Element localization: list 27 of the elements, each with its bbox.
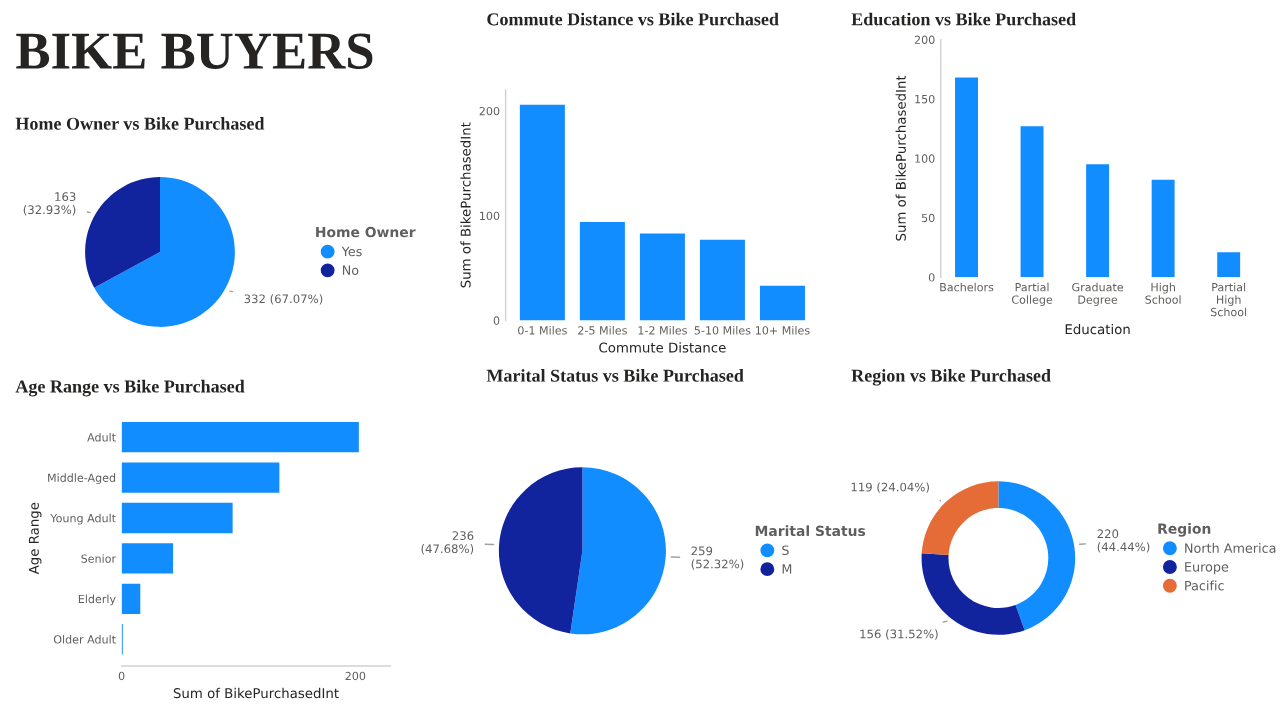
bar <box>121 462 280 493</box>
bar <box>121 543 174 574</box>
chart-title: Marital Status vs Bike Purchased <box>486 369 744 382</box>
pie-slice <box>570 467 666 635</box>
bar <box>121 583 141 614</box>
bar <box>121 502 233 534</box>
bar <box>1151 179 1175 278</box>
text: BIKE BUYERS <box>16 33 373 69</box>
pie-slice <box>94 177 235 327</box>
pie-slice <box>498 467 583 634</box>
bar <box>519 104 565 321</box>
bar <box>955 77 978 278</box>
chart-title: Region vs Bike Purchased <box>851 369 1051 386</box>
bar <box>121 422 359 453</box>
donut-slice <box>998 481 1076 631</box>
bar <box>1086 164 1110 278</box>
chart-title: Commute Distance vs Bike Purchased <box>487 12 779 26</box>
bar <box>639 233 685 321</box>
chart-title: Age Range vs Bike Purchased <box>15 379 245 397</box>
bar <box>1020 126 1044 278</box>
chart-title: Home Owner vs Bike Purchased <box>15 117 265 130</box>
chart-title: Education vs Bike Purchased <box>851 12 1076 26</box>
bar <box>759 285 805 321</box>
bar <box>579 221 625 321</box>
bar <box>1217 252 1241 278</box>
bar <box>699 239 745 321</box>
pie-slice <box>85 177 160 288</box>
